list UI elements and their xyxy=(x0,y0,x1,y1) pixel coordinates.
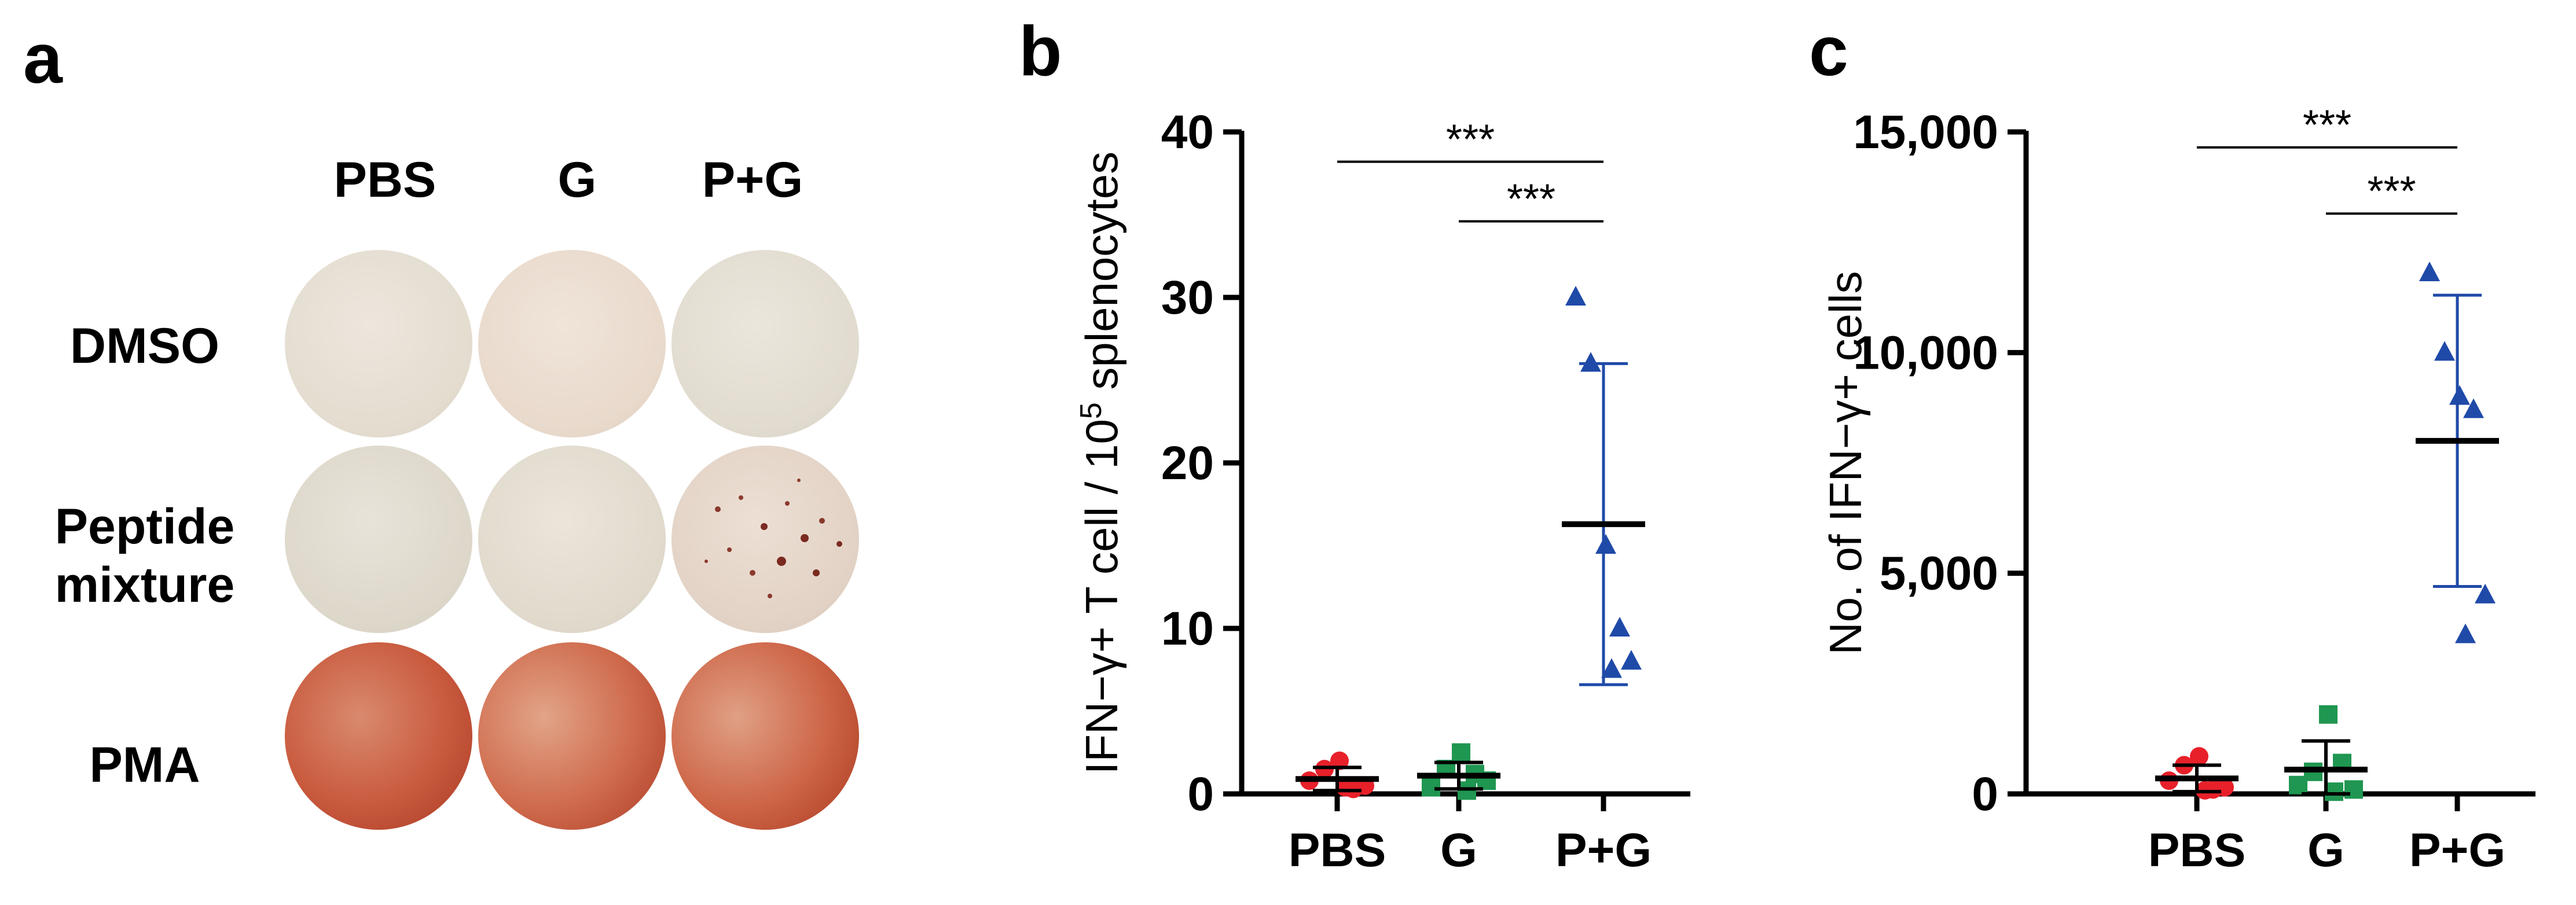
chart-b-point-pg xyxy=(1621,650,1642,670)
well-peptide-pg-spots xyxy=(704,479,842,598)
chart-c-significance-label: *** xyxy=(2367,168,2416,215)
well-dmso-pbs xyxy=(285,250,472,437)
chart-b-point-pg xyxy=(1580,352,1601,372)
chart-b-significance-label: *** xyxy=(1446,116,1495,163)
well-pma-pg xyxy=(671,642,859,830)
chart-c-point-pg xyxy=(2475,583,2496,604)
panel-b-letter: b xyxy=(1019,12,1062,90)
row-label-peptide-line2: mixture xyxy=(54,557,235,613)
well-peptide-pg xyxy=(671,446,859,633)
row-label-pma-line: PMA xyxy=(89,737,200,793)
row-label-pma: PMA xyxy=(17,736,272,794)
panel-a-letter: a xyxy=(23,19,63,98)
chart-b-point-pg xyxy=(1595,534,1616,554)
chart-c-point-pg xyxy=(2449,385,2470,405)
well-pma-g xyxy=(478,642,666,830)
row-label-dmso: DMSO xyxy=(17,317,272,376)
chart-c-point-pg xyxy=(2463,398,2484,418)
chart-b-ytick-label: 30 xyxy=(1161,271,1214,324)
row-label-peptide-line1: Peptide xyxy=(54,499,235,554)
well-dmso-pg xyxy=(671,250,859,437)
chart-b-point-g xyxy=(1452,743,1470,762)
chart-b-xtick-label: P+G xyxy=(1555,824,1652,877)
row-label-dmso-line: DMSO xyxy=(70,318,219,374)
chart-c-ytick-label: 5,000 xyxy=(1880,547,1998,600)
chart-c-xtick-label: P+G xyxy=(2409,824,2505,877)
chart-b-point-pbs xyxy=(1330,751,1349,770)
row-label-peptide-mixture: Peptide mixture xyxy=(17,498,272,615)
chart-b-ylabel: IFN−γ+ T cell / 105 splenocytes xyxy=(1074,152,1127,775)
chart-b-xtick-label: G xyxy=(1440,824,1477,877)
chart-b-xtick-label: PBS xyxy=(1289,824,1386,877)
chart-c-ytick-label: 0 xyxy=(1972,768,1998,821)
well-dmso-g xyxy=(478,250,666,437)
chart-c-point-pg xyxy=(2455,623,2476,643)
chart-b-ytick-label: 10 xyxy=(1161,602,1214,655)
column-header-pbs: PBS xyxy=(333,152,436,208)
chart-b-ytick-label: 40 xyxy=(1161,106,1214,159)
chart-c-point-g xyxy=(2319,705,2338,724)
chart-c-significance-label: *** xyxy=(2303,102,2351,149)
chart-c-point-pbs xyxy=(2190,747,2208,766)
chart-c-ytick-label: 15,000 xyxy=(1853,106,1998,159)
chart-c-point-g xyxy=(2344,780,2363,799)
chart-b-point-pg xyxy=(1565,286,1586,306)
chart-c-ylabel: No. of IFN−γ+ cells xyxy=(1820,271,1871,654)
chart-c: 0 5,000 10,000 15,000 PBS G P+G *** *** xyxy=(1853,102,2535,877)
chart-c-xtick-label: PBS xyxy=(2148,824,2246,877)
chart-c-point-pg xyxy=(2419,262,2440,282)
chart-b-ytick-label: 0 xyxy=(1187,768,1214,821)
column-header-pg: P+G xyxy=(702,152,803,208)
chart-c-xtick-label: G xyxy=(2307,824,2344,877)
well-peptide-pbs xyxy=(285,446,472,633)
well-pma-pbs xyxy=(285,642,472,830)
chart-b-point-pg xyxy=(1601,658,1622,678)
chart-b-ytick-label: 20 xyxy=(1161,437,1214,490)
chart-c-point-pg xyxy=(2434,341,2455,361)
chart-b-significance-label: *** xyxy=(1507,176,1555,222)
chart-b: 0 10 20 30 40 PBS G P+G *** *** xyxy=(1161,106,1690,877)
chart-c-point-g xyxy=(2325,782,2343,801)
column-header-g: G xyxy=(557,152,597,208)
chart-b-point-pg xyxy=(1609,617,1630,637)
well-peptide-g xyxy=(478,446,666,633)
chart-c-ytick-label: 10,000 xyxy=(1853,326,1998,379)
panel-c-letter: c xyxy=(1809,12,1848,90)
